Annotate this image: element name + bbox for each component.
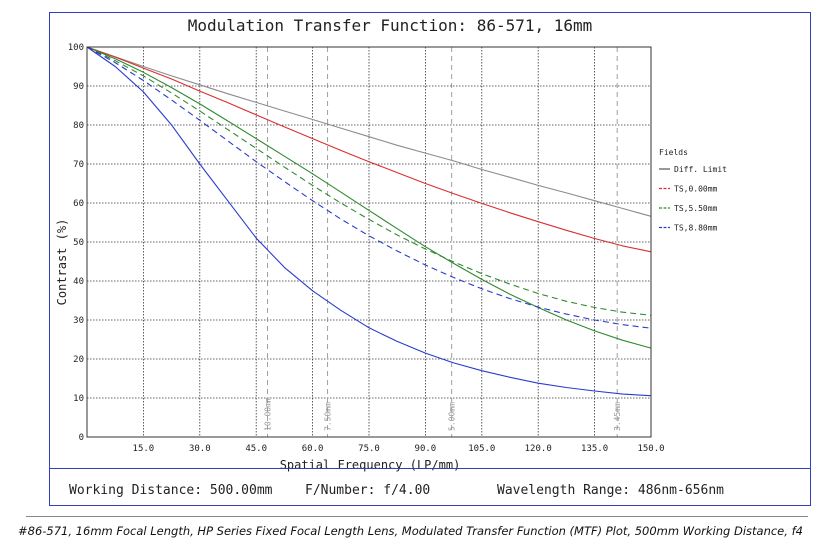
x-tick-label: 120.0 <box>525 444 552 454</box>
legend-label: TS,0.00mm <box>674 185 718 194</box>
legend-label: TS,8.80mm <box>674 224 718 233</box>
legend: Fields Diff. Limit TS,0.00mm TS,5.50mm TS,8… <box>659 148 727 233</box>
y-tick-label: 100 <box>68 43 84 53</box>
x-tick-label: 105.0 <box>468 444 495 454</box>
y-tick-label: 70 <box>73 160 84 170</box>
x-tick-label: 60.0 <box>302 444 324 454</box>
legend-title: Fields <box>659 148 688 157</box>
x-tick-label: 15.0 <box>133 444 155 454</box>
series-layer <box>86 46 652 397</box>
y-tick-label: 90 <box>73 82 84 92</box>
series-line-ts-8-80mm-solid <box>86 46 652 397</box>
y-tick-label: 0 <box>79 433 84 443</box>
grid-layer <box>87 47 651 437</box>
x-axis-label: Spatial Frequency (LP/mm) <box>280 458 461 472</box>
field-markers: 10.00mm 7.50mm 5.00mm 3.45mm <box>263 47 622 437</box>
series-line-ts-5-50mm-solid <box>86 46 652 349</box>
series-line-ts-5-50mm-dashed <box>86 46 652 316</box>
figure-caption: #86-571, 16mm Focal Length, HP Series Fi… <box>18 524 803 538</box>
y-tick-label: 40 <box>73 277 84 287</box>
field-marker-label: 10.00mm <box>263 397 272 431</box>
caption-divider <box>26 516 808 517</box>
y-axis-label: Contrast (%) <box>55 219 69 306</box>
x-tick-label: 135.0 <box>581 444 608 454</box>
series-line-ts-0-00mm-solid <box>86 46 652 253</box>
chart-title: Modulation Transfer Function: 86-571, 16… <box>188 16 593 35</box>
y-tick-label: 60 <box>73 199 84 209</box>
y-tick-label: 50 <box>73 238 84 248</box>
y-tick-label: 30 <box>73 316 84 326</box>
series-line-diff-limit-solid <box>86 46 652 217</box>
x-tick-label: 30.0 <box>189 444 211 454</box>
field-marker-label: 7.50mm <box>324 402 333 431</box>
y-tick-label: 20 <box>73 355 84 365</box>
wavelength-range: Wavelength Range: 486nm-656nm <box>497 483 724 498</box>
x-tick-label: 150.0 <box>637 444 664 454</box>
field-marker-label: 5.00mm <box>448 402 457 431</box>
chart-frame <box>49 12 811 506</box>
legend-label: Diff. Limit <box>674 165 727 174</box>
footer-divider <box>49 468 811 469</box>
plot-area <box>86 46 652 438</box>
y-tick-label: 10 <box>73 394 84 404</box>
series-line-ts-8-80mm-dashed <box>86 46 652 329</box>
y-tick-label: 80 <box>73 121 84 131</box>
field-marker-label: 3.45mm <box>613 402 622 431</box>
tick-labels: 0 10 20 30 40 50 60 70 80 90 100 15.0 30.0 45.0 60.0 75… <box>68 43 665 454</box>
x-tick-label: 75.0 <box>358 444 380 454</box>
x-tick-label: 90.0 <box>415 444 437 454</box>
x-tick-label: 45.0 <box>245 444 267 454</box>
legend-label: TS,5.50mm <box>674 204 718 213</box>
f-number: F/Number: f/4.00 <box>305 483 431 498</box>
working-distance: Working Distance: 500.00mm <box>69 483 273 498</box>
